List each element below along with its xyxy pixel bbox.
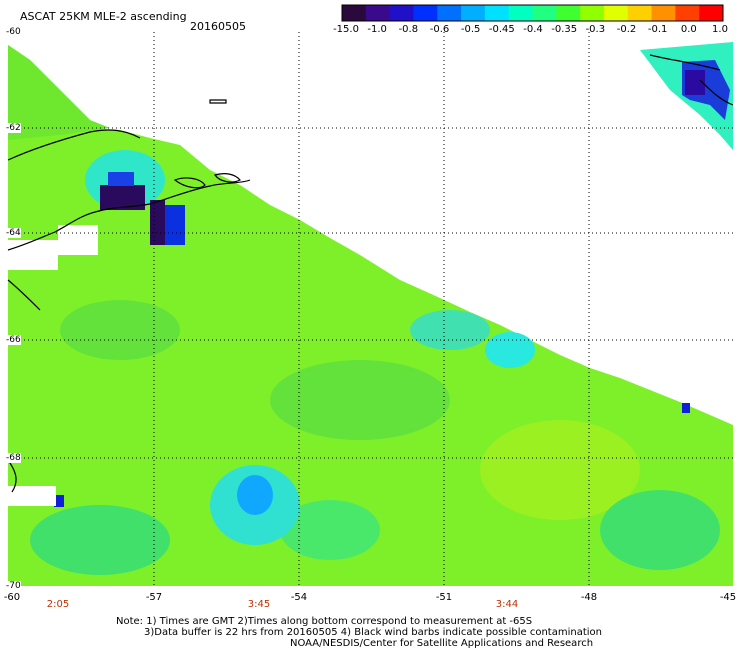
colorbar-tick-label: -0.6 bbox=[429, 24, 450, 35]
colorbar-swatch bbox=[580, 5, 605, 21]
green-patch-a bbox=[60, 300, 180, 360]
coastline-small-isle bbox=[209, 99, 227, 104]
pass-time: 3:45 bbox=[247, 599, 271, 610]
nodata-notch-1 bbox=[8, 486, 56, 506]
colorbar-swatch bbox=[603, 5, 629, 21]
colorbar-swatch bbox=[437, 5, 462, 21]
green-patch-c bbox=[480, 420, 640, 520]
colorbar-tick-label: -0.5 bbox=[460, 24, 481, 35]
anomaly-left-edge bbox=[54, 495, 64, 507]
green-patch-e bbox=[30, 505, 170, 575]
colorbar-swatch bbox=[675, 5, 700, 21]
green-patch-b bbox=[270, 360, 450, 440]
pass-time: 2:05 bbox=[46, 599, 70, 610]
note-line-1: Note: 1) Times are GMT 2)Times along bot… bbox=[116, 616, 533, 627]
colorbar-swatch bbox=[342, 5, 367, 21]
colorbar-tick-label: -0.45 bbox=[488, 24, 515, 35]
colorbar-swatch bbox=[532, 5, 557, 21]
colorbar-swatch bbox=[651, 5, 676, 21]
colorbar-tick-label: -0.8 bbox=[398, 24, 419, 35]
nodata-notch-2 bbox=[8, 240, 58, 270]
colorbar-tick-label: -0.2 bbox=[616, 24, 637, 35]
x-label: -51 bbox=[435, 592, 453, 603]
coastline-peninsula bbox=[7, 129, 251, 251]
x-label: -54 bbox=[290, 592, 308, 603]
note-line-2: 3)Data buffer is 22 hrs from 20160505 4)… bbox=[144, 627, 602, 638]
colorbar-swatch bbox=[461, 5, 486, 21]
anomaly-blue-2 bbox=[108, 172, 134, 186]
y-label: -66 bbox=[6, 335, 21, 345]
colorbar-frame bbox=[341, 4, 724, 22]
coastline-islands bbox=[173, 173, 241, 189]
colorbar bbox=[342, 5, 724, 21]
colorbar-tick-label: 1.0 bbox=[712, 24, 728, 35]
pass-time: 3:44 bbox=[495, 599, 519, 610]
anomaly-deep-2 bbox=[150, 200, 165, 245]
coastline-northeast bbox=[649, 54, 734, 106]
green-patch-d bbox=[600, 490, 720, 570]
x-label: -45 bbox=[719, 592, 737, 603]
colorbar-swatch bbox=[508, 5, 533, 21]
cyan-spot-edge bbox=[485, 332, 535, 368]
y-label: -62 bbox=[6, 123, 21, 133]
x-label: -57 bbox=[145, 592, 163, 603]
map-date: 20160505 bbox=[190, 20, 246, 33]
y-label: -70 bbox=[6, 581, 21, 591]
x-label: -60 bbox=[3, 592, 21, 603]
colorbar-tick-label: -1.0 bbox=[367, 24, 387, 35]
data-swath bbox=[8, 42, 733, 586]
colorbar-swatch bbox=[627, 5, 653, 21]
map-title: ASCAT 25KM MLE-2 ascending bbox=[20, 10, 187, 23]
swath-northeast-deep bbox=[685, 70, 705, 95]
colorbar-tick-label: -15.0 bbox=[333, 24, 359, 35]
green-patch-f bbox=[280, 500, 380, 560]
colorbar-swatch bbox=[556, 5, 581, 21]
colorbar-tick-label: -0.1 bbox=[647, 24, 668, 35]
nodata-notch-3 bbox=[58, 225, 98, 255]
colorbar-swatch bbox=[484, 5, 510, 21]
coastlines bbox=[7, 54, 734, 493]
cyan-spot-east bbox=[410, 310, 490, 350]
colorbar-swatch bbox=[413, 5, 438, 21]
graticule bbox=[8, 32, 733, 586]
y-label: -64 bbox=[6, 228, 21, 238]
colorbar-tick-label: -0.3 bbox=[585, 24, 606, 35]
nodata-northwest bbox=[8, 45, 90, 135]
cyan-spot-south-core bbox=[237, 475, 273, 515]
anomaly-blue bbox=[165, 205, 185, 245]
anomaly-right-edge bbox=[682, 403, 690, 413]
y-label: -68 bbox=[6, 453, 21, 463]
colorbar-swatch bbox=[365, 5, 391, 21]
colorbar-tick-label: 0.0 bbox=[680, 24, 697, 35]
colorbar-tick-label: -0.4 bbox=[523, 24, 543, 35]
y-label: -60 bbox=[6, 27, 21, 37]
colorbar-swatch bbox=[699, 5, 724, 21]
x-label: -48 bbox=[580, 592, 598, 603]
colorbar-swatch bbox=[389, 5, 414, 21]
note-line-3: NOAA/NESDIS/Center for Satellite Applica… bbox=[290, 638, 594, 649]
colorbar-tick-label: -0.35 bbox=[551, 24, 578, 35]
